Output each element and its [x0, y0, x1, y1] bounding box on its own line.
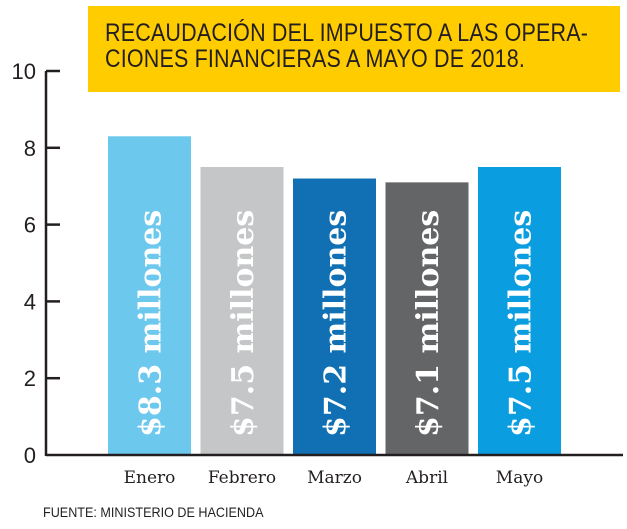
bar-marzo: [293, 178, 376, 455]
chart-title-line-1: RECAUDACIÓN DEL IMPUESTO A LAS OPERA-: [105, 19, 589, 47]
chart-title-box: RECAUDACIÓN DEL IMPUESTO A LAS OPERA- CI…: [88, 6, 620, 92]
bar-data-label: $7.2 millones: [319, 210, 354, 437]
bar-enero: [108, 136, 191, 455]
bar-data-label: $8.3 millones: [134, 210, 169, 437]
x-axis-labels: Enero Febrero Marzo Abril Mayo: [124, 468, 544, 488]
x-tick-label: Abril: [405, 468, 448, 488]
bars-group: $8.3 millones $7.5 millones $7.2 millones $…: [108, 136, 561, 456]
y-tick-label: 6: [24, 213, 36, 238]
x-tick-label: Febrero: [208, 468, 276, 488]
source-note: FUENTE: MINISTERIO DE HACIENDA: [43, 504, 264, 520]
x-tick-label: Mayo: [496, 468, 543, 488]
chart-title-line-2: CIONES FINANCIERAS A MAYO DE 2018.: [105, 45, 526, 73]
bar-data-label: $7.5 millones: [226, 210, 261, 437]
y-tick-label: 8: [24, 136, 36, 161]
bar-data-label: $7.5 millones: [504, 210, 539, 437]
bar-abril: [385, 182, 469, 456]
bar-data-label: $7.1 millones: [411, 210, 446, 437]
axes-group: 0 2 4 6 8 10: [12, 59, 623, 468]
y-tick-label: 4: [24, 289, 36, 314]
y-tick-label: 10: [12, 59, 36, 84]
bar-mayo: [478, 167, 561, 455]
x-tick-label: Marzo: [307, 468, 362, 488]
bar-febrero: [200, 167, 284, 455]
x-tick-label: Enero: [124, 468, 176, 488]
y-tick-label: 2: [24, 366, 36, 391]
y-tick-label: 0: [24, 443, 36, 468]
